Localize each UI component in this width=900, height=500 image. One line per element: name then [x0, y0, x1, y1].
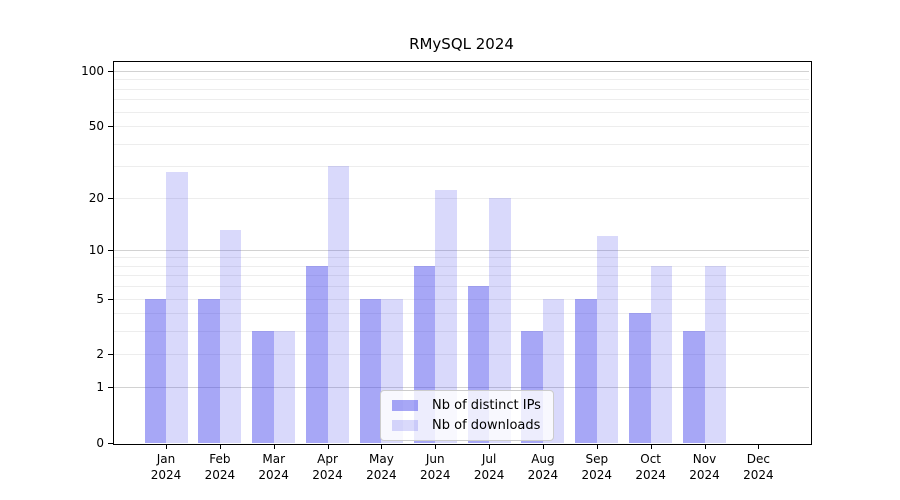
y-tick-label-20: 20	[88, 190, 104, 205]
gridline-40	[114, 143, 809, 145]
x-tick-label-apr-2024: Apr 2024	[312, 452, 343, 482]
gridline-80	[114, 88, 809, 90]
legend-label-downloads: Nb of downloads	[432, 418, 541, 433]
y-tick-50	[108, 126, 113, 128]
legend-swatch-distinct-ips	[392, 400, 418, 411]
x-tick-oct-2024	[650, 444, 652, 449]
x-tick-mar-2024	[273, 444, 275, 449]
gridline-3	[114, 331, 809, 333]
y-tick-1	[108, 387, 113, 389]
x-tick-label-oct-2024: Oct 2024	[635, 452, 666, 482]
bar-nb-of-distinct-ips-oct-2024	[629, 313, 651, 443]
legend: Nb of distinct IPs Nb of downloads	[380, 390, 554, 441]
x-tick-label-jun-2024: Jun 2024	[419, 452, 451, 482]
x-tick-dec-2024	[758, 444, 760, 449]
gridline-6	[114, 286, 809, 288]
bar-nb-of-downloads-mar-2024	[273, 331, 296, 443]
gridline-70	[114, 99, 809, 101]
x-tick-label-sep-2024: Sep 2024	[581, 452, 613, 482]
bar-nb-of-downloads-oct-2024	[650, 265, 673, 443]
x-tick-label-feb-2024: Feb 2024	[204, 452, 236, 482]
legend-entry-distinct-ips: Nb of distinct IPs	[392, 398, 541, 413]
bar-nb-of-downloads-feb-2024	[219, 230, 242, 443]
bar-nb-of-downloads-jul-2024	[489, 197, 511, 443]
bar-nb-of-downloads-apr-2024	[327, 166, 350, 443]
legend-label-distinct-ips: Nb of distinct IPs	[432, 398, 541, 413]
y-tick-20	[108, 197, 113, 199]
bar-nb-of-distinct-ips-nov-2024	[683, 331, 705, 443]
x-tick-feb-2024	[219, 444, 221, 449]
bar-nb-of-downloads-sep-2024	[596, 236, 619, 443]
bar-nb-of-distinct-ips-sep-2024	[575, 298, 597, 443]
plot-area	[113, 61, 812, 445]
gridline-60	[114, 111, 809, 113]
bar-nb-of-distinct-ips-mar-2024	[252, 331, 274, 443]
y-tick-label-0: 0	[96, 436, 104, 450]
gridline-1	[114, 387, 809, 389]
gridline-9	[114, 257, 809, 259]
x-tick-jul-2024	[489, 444, 491, 449]
gridline-90	[114, 79, 809, 81]
y-tick-2	[108, 354, 113, 356]
bar-nb-of-distinct-ips-may-2024	[359, 298, 382, 443]
gridline-20	[114, 197, 809, 199]
y-tick-label-1: 1	[96, 380, 104, 395]
x-tick-jun-2024	[435, 444, 437, 449]
x-tick-label-dec-2024: Dec 2024	[743, 452, 774, 482]
gridline-4	[114, 313, 809, 315]
x-tick-sep-2024	[596, 444, 598, 449]
x-tick-label-jul-2024: Jul 2024	[473, 452, 505, 482]
x-tick-jan-2024	[166, 444, 167, 449]
y-tick-label-2: 2	[96, 347, 104, 362]
x-tick-label-jan-2024: Jan 2024	[150, 452, 182, 482]
bar-nb-of-distinct-ips-jan-2024	[144, 298, 166, 443]
x-tick-label-aug-2024: Aug 2024	[527, 452, 559, 482]
y-tick-0	[108, 443, 113, 444]
chart-title: RMySQL 2024	[409, 35, 514, 53]
y-tick-label-5: 5	[96, 291, 104, 306]
gridline-5	[114, 298, 809, 300]
gridline-50	[114, 126, 809, 128]
x-tick-aug-2024	[542, 444, 544, 449]
x-tick-label-mar-2024: Mar 2024	[258, 452, 289, 482]
y-tick-label-10: 10	[88, 242, 104, 257]
bar-nb-of-distinct-ips-feb-2024	[198, 298, 220, 443]
x-tick-nov-2024	[704, 444, 706, 449]
bar-nb-of-downloads-jun-2024	[435, 190, 457, 443]
x-tick-label-may-2024: May 2024	[366, 452, 397, 482]
legend-swatch-downloads	[392, 420, 418, 431]
bar-nb-of-downloads-nov-2024	[704, 265, 726, 443]
gridline-8	[114, 265, 809, 267]
gridline-30	[114, 166, 809, 168]
y-tick-label-50: 50	[88, 119, 104, 134]
gridline-100	[114, 71, 809, 72]
legend-entry-downloads: Nb of downloads	[392, 418, 541, 433]
x-tick-label-nov-2024: Nov 2024	[689, 452, 720, 482]
y-tick-100	[108, 71, 113, 72]
x-tick-may-2024	[381, 444, 383, 449]
bar-nb-of-downloads-jan-2024	[166, 171, 188, 443]
y-tick-5	[108, 298, 113, 300]
gridline-10	[114, 249, 809, 251]
bar-nb-of-distinct-ips-apr-2024	[306, 265, 328, 443]
y-tick-label-100: 100	[81, 64, 104, 78]
gridline-2	[114, 354, 809, 356]
y-tick-10	[108, 249, 113, 251]
gridline-7	[114, 275, 809, 277]
x-tick-apr-2024	[327, 444, 329, 449]
